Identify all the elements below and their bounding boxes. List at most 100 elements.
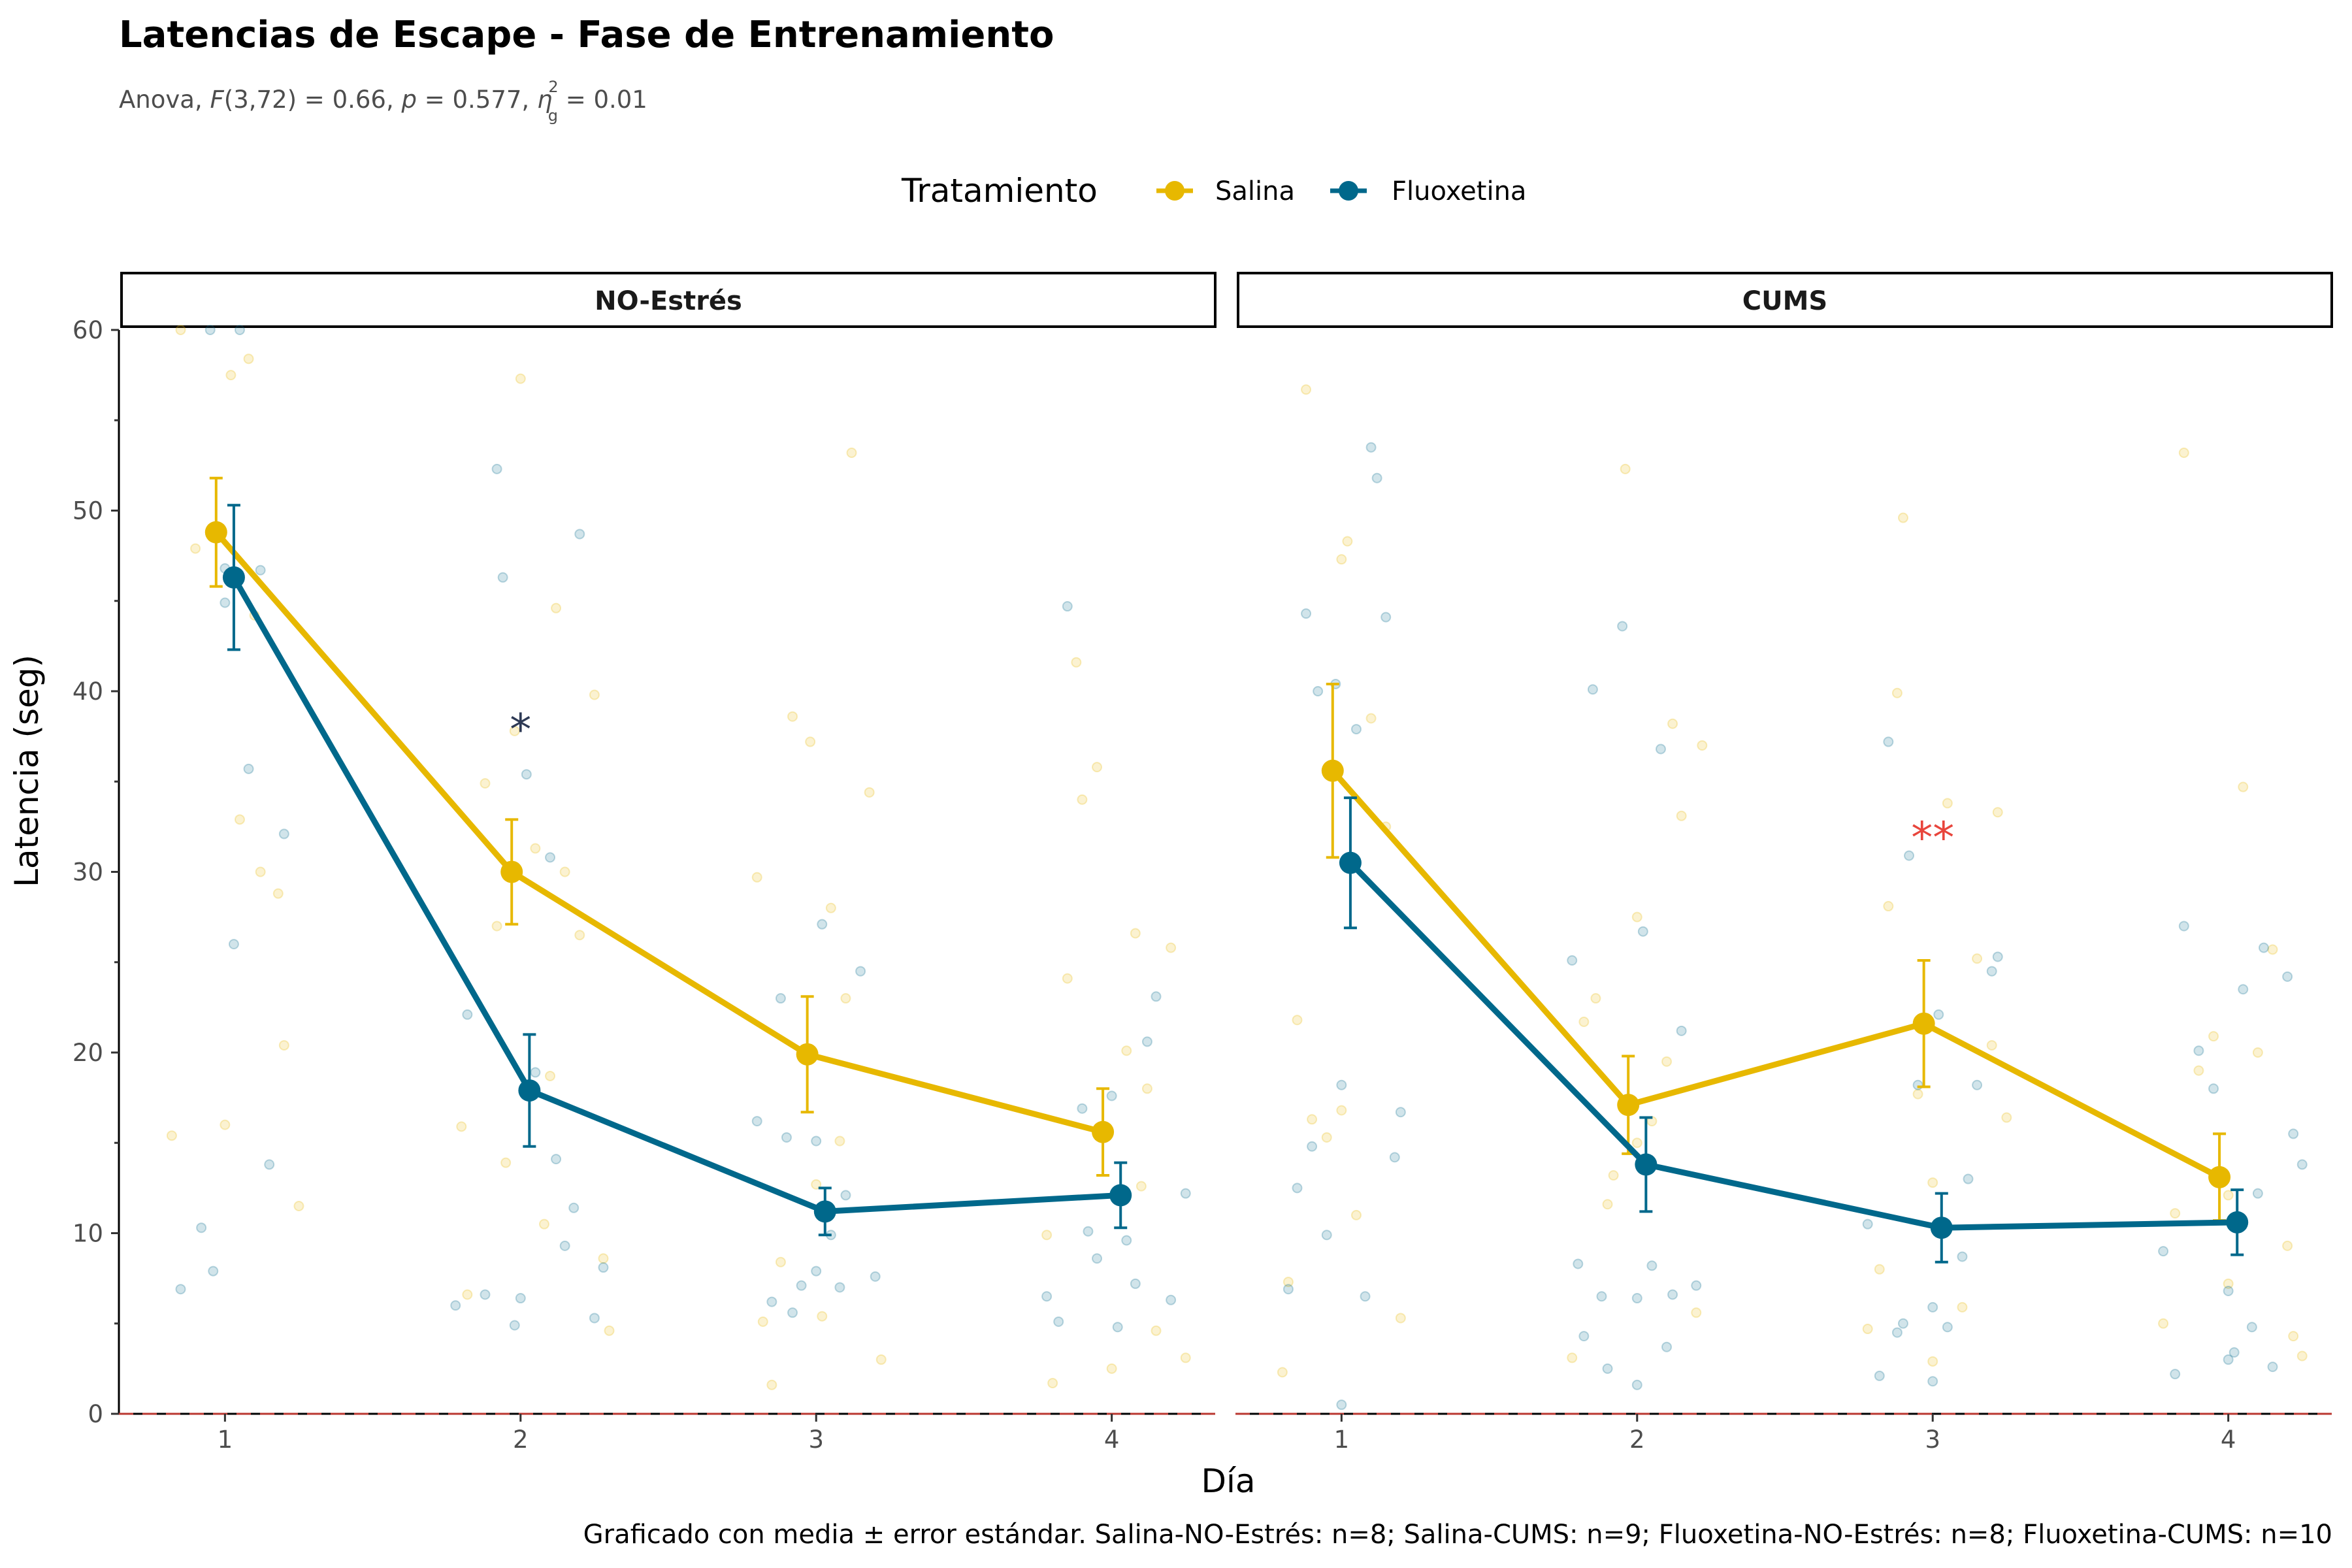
raw-point-fluoxetina <box>2158 1246 2169 1257</box>
raw-point-salina <box>757 1316 768 1327</box>
raw-point-fluoxetina <box>545 852 556 863</box>
raw-point-salina <box>589 689 600 700</box>
mean-point-salina-cums-day4 <box>2208 1166 2231 1188</box>
raw-point-salina <box>559 866 570 877</box>
raw-point-fluoxetina <box>1151 991 1162 1002</box>
raw-point-salina <box>551 602 562 613</box>
raw-point-salina <box>2238 781 2249 792</box>
raw-point-fluoxetina <box>781 1132 792 1143</box>
x-tick-label-cums-2: 2 <box>1629 1426 1645 1454</box>
raw-point-salina <box>1166 942 1177 953</box>
raw-point-salina <box>787 711 798 722</box>
raw-point-fluoxetina <box>1141 1036 1152 1047</box>
raw-point-salina <box>234 814 245 825</box>
raw-point-salina <box>1912 1088 1923 1100</box>
raw-point-fluoxetina <box>1927 1301 1938 1313</box>
raw-point-fluoxetina <box>1106 1090 1117 1102</box>
raw-point-salina <box>1608 1170 1619 1181</box>
raw-point-fluoxetina <box>855 966 866 977</box>
raw-point-salina <box>530 843 541 854</box>
raw-point-fluoxetina <box>1083 1226 1094 1237</box>
raw-point-fluoxetina <box>196 1222 207 1233</box>
raw-point-fluoxetina <box>234 325 245 335</box>
raw-point-salina <box>1071 657 1082 668</box>
raw-point-salina <box>1180 1352 1191 1364</box>
legend: Tratamiento Salina Fluoxetina <box>901 172 1526 210</box>
raw-point-salina <box>840 993 851 1004</box>
raw-point-fluoxetina <box>811 1266 822 1277</box>
raw-point-salina <box>1631 911 1642 923</box>
raw-point-fluoxetina <box>497 572 508 583</box>
raw-point-fluoxetina <box>243 763 254 774</box>
raw-point-fluoxetina <box>1602 1363 1613 1374</box>
raw-point-fluoxetina <box>1092 1253 1103 1264</box>
raw-point-salina <box>1282 1277 1294 1288</box>
mean-point-salina-cums-day2 <box>1617 1094 1640 1117</box>
raw-point-fluoxetina <box>1053 1316 1064 1327</box>
raw-point-fluoxetina <box>2288 1128 2299 1139</box>
raw-point-salina <box>834 1135 845 1147</box>
y-tick-label-30: 30 <box>73 858 103 887</box>
raw-point-salina <box>293 1201 304 1212</box>
raw-point-salina <box>2223 1190 2234 1201</box>
raw-point-fluoxetina <box>1661 1341 1673 1352</box>
raw-point-salina <box>825 902 836 913</box>
x-tick-label-cums-3: 3 <box>1925 1426 1940 1454</box>
raw-point-fluoxetina <box>1655 743 1666 755</box>
raw-point-salina <box>846 448 857 459</box>
raw-point-fluoxetina <box>1691 1280 1702 1291</box>
raw-point-salina <box>220 1119 231 1130</box>
raw-point-fluoxetina <box>2208 1083 2219 1094</box>
raw-point-fluoxetina <box>1992 951 2003 962</box>
raw-point-fluoxetina <box>1986 966 1997 977</box>
raw-point-salina <box>500 1157 512 1168</box>
x-tick-label-no-estr-s-2: 2 <box>513 1426 529 1454</box>
mean-point-fluoxetina-no-estr-s-day4 <box>1109 1184 1132 1207</box>
raw-point-fluoxetina <box>1041 1291 1053 1302</box>
raw-point-salina <box>1661 1056 1673 1067</box>
raw-point-fluoxetina <box>2246 1322 2257 1333</box>
legend-key-fluoxetina-point <box>1339 181 1358 201</box>
raw-point-fluoxetina <box>1350 724 1362 735</box>
raw-point-salina <box>2252 1047 2263 1058</box>
mean-point-salina-no-estr-s-day4 <box>1092 1120 1115 1143</box>
raw-point-fluoxetina <box>1307 1141 1318 1152</box>
raw-point-fluoxetina <box>2223 1354 2234 1365</box>
raw-point-fluoxetina <box>1567 955 1578 966</box>
raw-point-fluoxetina <box>530 1067 541 1078</box>
raw-point-salina <box>2158 1318 2169 1329</box>
raw-point-salina <box>1927 1356 1938 1367</box>
raw-point-fluoxetina <box>1336 1079 1347 1090</box>
raw-point-salina <box>538 1218 549 1230</box>
raw-point-salina <box>1130 928 1141 939</box>
series-line-fluoxetina-cums <box>1348 860 2238 1231</box>
raw-point-fluoxetina <box>220 597 231 608</box>
x-tick-label-no-estr-s-3: 3 <box>808 1426 824 1454</box>
raw-point-fluoxetina <box>589 1313 600 1324</box>
raw-point-salina <box>751 872 762 883</box>
legend-label-fluoxetina: Fluoxetina <box>1392 176 1526 206</box>
significance-marker-cums: ** <box>1911 813 1954 863</box>
raw-point-fluoxetina <box>1667 1289 1678 1300</box>
raw-point-fluoxetina <box>1389 1152 1400 1163</box>
raw-point-fluoxetina <box>1336 1399 1347 1411</box>
raw-point-fluoxetina <box>175 1284 186 1295</box>
raw-point-salina <box>278 1039 289 1051</box>
subtitle-p: p <box>400 86 417 114</box>
raw-point-fluoxetina <box>1395 1107 1406 1118</box>
raw-point-salina <box>1667 718 1678 729</box>
raw-point-salina <box>456 1121 467 1132</box>
raw-point-fluoxetina <box>1646 1260 1658 1271</box>
raw-point-fluoxetina <box>1891 1327 1903 1338</box>
raw-point-fluoxetina <box>1166 1294 1177 1305</box>
mean-point-fluoxetina-no-estr-s-day2 <box>518 1079 541 1102</box>
raw-point-fluoxetina <box>2238 984 2249 995</box>
raw-point-salina <box>1336 554 1347 565</box>
raw-point-fluoxetina <box>2252 1188 2263 1199</box>
raw-point-fluoxetina <box>278 828 289 840</box>
raw-point-fluoxetina <box>515 1293 526 1304</box>
raw-point-salina <box>875 1354 887 1365</box>
mean-point-fluoxetina-cums-day4 <box>2226 1211 2249 1233</box>
raw-point-salina <box>1321 1132 1332 1143</box>
raw-point-salina <box>1301 384 1312 395</box>
